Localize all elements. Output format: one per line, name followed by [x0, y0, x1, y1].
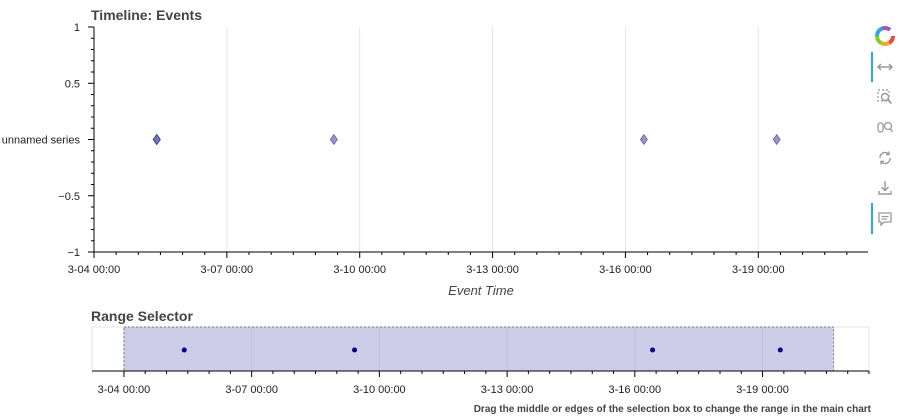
range-x-tick-label: 3-07 00:00 — [225, 384, 278, 396]
main-plot-background — [94, 27, 868, 252]
main-y-tick-label: 1 — [74, 22, 80, 34]
main-data-point — [330, 133, 338, 146]
main-y-tick-label: −1 — [67, 247, 80, 259]
range-data-point — [650, 347, 656, 353]
main-data-point — [772, 133, 781, 146]
range-data-point — [777, 347, 783, 353]
range-selection-box — [123, 326, 835, 372]
range-selector-chart[interactable]: 3-04 00:00 3-07 00:00 3-10 00:00 3-13 00:00… — [0, 320, 880, 400]
main-chart-title: Timeline: Events — [91, 7, 203, 23]
main-y-tick-label: unnamed series — [2, 135, 81, 147]
logo-icon[interactable] — [875, 26, 895, 46]
main-data-point — [640, 133, 648, 146]
main-x-axis-label: Event Time — [448, 283, 514, 298]
range-x-tick-label: 3-19 00:00 — [736, 384, 789, 396]
wheel-zoom-icon[interactable] — [875, 118, 895, 138]
main-x-tick-label: 3-10 00:00 — [333, 264, 386, 276]
range-x-tick-label: 3-04 00:00 — [98, 384, 151, 396]
box-zoom-icon[interactable] — [875, 87, 895, 107]
main-x-tick-label: 3-04 00:00 — [68, 264, 121, 276]
range-selector-footnote: Drag the middle or edges of the selectio… — [473, 404, 871, 415]
range-x-tick-label: 3-16 00:00 — [609, 384, 662, 396]
active-tool-indicator-pan — [871, 52, 873, 82]
main-y-tick-label: 0.5 — [65, 78, 80, 90]
main-x-tick-label: 3-07 00:00 — [201, 264, 254, 276]
range-x-tick-label: 3-13 00:00 — [481, 384, 534, 396]
main-x-tick-label: 3-16 00:00 — [599, 264, 652, 276]
pan-icon[interactable] — [875, 57, 895, 77]
main-x-tick-label: 3-19 00:00 — [732, 264, 785, 276]
range-data-point — [352, 347, 358, 353]
save-icon[interactable] — [875, 178, 895, 198]
chart-toolbar — [869, 22, 900, 242]
main-y-tick-label: −0.5 — [58, 191, 80, 203]
main-data-point — [152, 133, 161, 146]
range-x-tick-label: 3-10 00:00 — [353, 384, 406, 396]
reset-icon[interactable] — [875, 148, 895, 168]
range-selector-title: Range Selector — [91, 308, 193, 324]
main-chart[interactable]: 1 0.5 unnamed series −0.5 −1 3-04 00:00 3-07 0… — [0, 0, 868, 300]
active-tool-indicator-help — [871, 203, 873, 234]
help-icon[interactable] — [875, 209, 895, 229]
range-data-point — [181, 347, 187, 353]
main-x-tick-label: 3-13 00:00 — [466, 264, 519, 276]
